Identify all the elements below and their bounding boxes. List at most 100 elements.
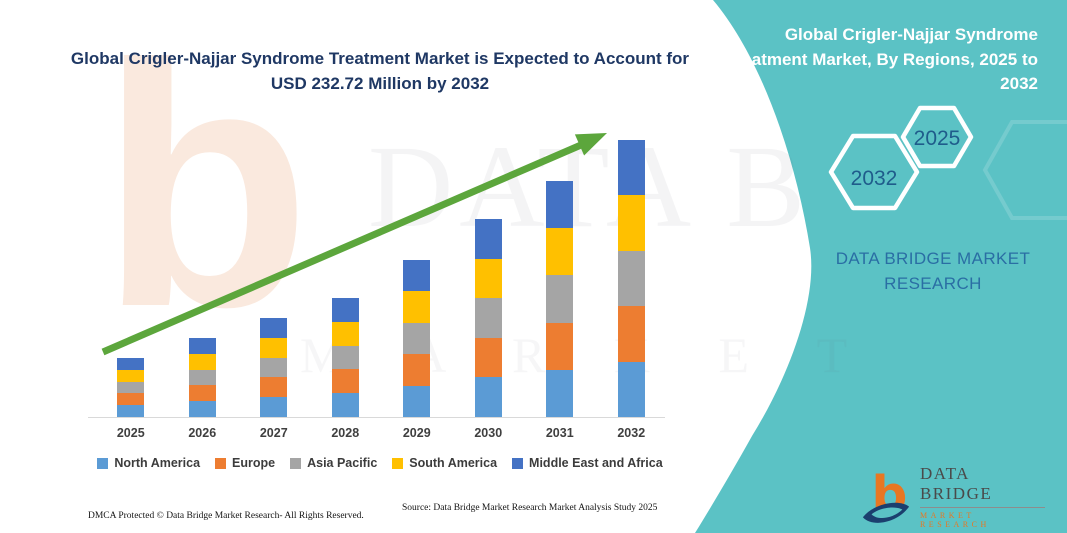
segment-asia-pacific-2030 bbox=[474, 298, 502, 338]
bar-column-2025 bbox=[95, 140, 167, 417]
segment-asia-pacific-2027 bbox=[260, 357, 288, 378]
bar-column-2032 bbox=[596, 140, 668, 417]
segment-north-america-2029 bbox=[403, 385, 431, 417]
x-tick-2032: 2032 bbox=[617, 426, 646, 440]
segment-asia-pacific-2032 bbox=[617, 250, 645, 307]
legend-item-middle-east-and-africa: Middle East and Africa bbox=[512, 456, 663, 470]
legend-swatch-europe bbox=[215, 457, 227, 469]
segment-europe-2028 bbox=[331, 369, 359, 394]
segment-south-america-2028 bbox=[331, 321, 359, 346]
legend-item-south-america: South America bbox=[392, 456, 497, 470]
segment-north-america-2031 bbox=[546, 369, 574, 417]
databridge-logo-icon: b bbox=[862, 466, 910, 523]
stacked-bar-2026 bbox=[188, 338, 216, 417]
segment-asia-pacific-2028 bbox=[331, 345, 359, 370]
segment-middle-east-and-africa-2026 bbox=[188, 338, 216, 354]
x-axis-labels: 2025 2026 2027 2028 2029 2030 2031 2032 bbox=[95, 426, 667, 440]
x-tick-2028: 2028 bbox=[331, 426, 360, 440]
segment-middle-east-and-africa-2030 bbox=[474, 219, 502, 259]
stacked-bar-2032 bbox=[617, 140, 645, 417]
side-panel-title: Global Crigler-Najjar Syndrome Treatment… bbox=[726, 25, 1038, 93]
bar-column-2028 bbox=[310, 140, 382, 417]
legend-swatch-south-america bbox=[392, 457, 404, 469]
legend-item-north-america: North America bbox=[97, 456, 200, 470]
legend-item-asia-pacific: Asia Pacific bbox=[290, 456, 377, 470]
teal-panel-shape bbox=[695, 0, 1067, 533]
segment-north-america-2025 bbox=[117, 405, 145, 417]
x-tick-2030: 2030 bbox=[474, 426, 503, 440]
segment-north-america-2030 bbox=[474, 377, 502, 417]
hexagon-2025-label: 2025 bbox=[914, 127, 961, 150]
segment-europe-2031 bbox=[546, 322, 574, 370]
segment-north-america-2026 bbox=[188, 401, 216, 417]
legend-item-europe: Europe bbox=[215, 456, 275, 470]
stacked-bar-2025 bbox=[117, 358, 145, 417]
chart-main-title: Global Crigler-Najjar Syndrome Treatment… bbox=[70, 49, 690, 93]
segment-north-america-2027 bbox=[260, 397, 288, 417]
segment-south-america-2030 bbox=[474, 258, 502, 299]
segment-middle-east-and-africa-2029 bbox=[403, 260, 431, 292]
footer-source-text: Source: Data Bridge Market Research Mark… bbox=[402, 503, 658, 513]
logo-name: DATA BRIDGE bbox=[919, 464, 1045, 508]
segment-middle-east-and-africa-2025 bbox=[117, 358, 145, 370]
stacked-bar-2027 bbox=[260, 318, 288, 417]
x-tick-2027: 2027 bbox=[259, 426, 288, 440]
segment-south-america-2025 bbox=[117, 369, 145, 382]
segment-europe-2030 bbox=[474, 337, 502, 378]
x-tick-2031: 2031 bbox=[545, 426, 574, 440]
hexagon-2032-label: 2032 bbox=[851, 167, 898, 190]
legend-label-south-america: South America bbox=[409, 456, 498, 470]
bar-column-2031 bbox=[524, 140, 596, 417]
x-tick-2025: 2025 bbox=[116, 426, 145, 440]
segment-europe-2032 bbox=[617, 306, 645, 362]
hexagon-2025 bbox=[900, 105, 974, 169]
segment-europe-2029 bbox=[403, 354, 431, 386]
stacked-bar-2031 bbox=[546, 181, 574, 417]
segment-south-america-2026 bbox=[188, 353, 216, 370]
segment-europe-2027 bbox=[260, 377, 288, 398]
databridge-logo: b DATA BRIDGE MARKET RESEARCH bbox=[860, 464, 1045, 529]
segment-south-america-2031 bbox=[546, 228, 574, 276]
segment-north-america-2032 bbox=[617, 361, 645, 417]
legend-swatch-north-america bbox=[97, 457, 109, 469]
chart-legend: North America Europe Asia Pacific South Ame… bbox=[70, 456, 690, 470]
segment-south-america-2032 bbox=[617, 195, 645, 251]
bars-row bbox=[95, 140, 667, 417]
bar-column-2029 bbox=[381, 140, 453, 417]
segment-europe-2026 bbox=[188, 385, 216, 402]
segment-south-america-2027 bbox=[260, 337, 288, 358]
segment-asia-pacific-2026 bbox=[188, 369, 216, 386]
bar-column-2027 bbox=[238, 140, 310, 417]
segment-middle-east-and-africa-2032 bbox=[617, 140, 645, 196]
legend-swatch-asia-pacific bbox=[290, 457, 302, 469]
stacked-bar-2028 bbox=[331, 298, 359, 417]
x-tick-2026: 2026 bbox=[188, 426, 217, 440]
hexagon-2032 bbox=[828, 133, 920, 211]
bar-column-2030 bbox=[453, 140, 525, 417]
stacked-bar-2030 bbox=[474, 219, 502, 417]
segment-south-america-2029 bbox=[403, 291, 431, 323]
stacked-bar-2029 bbox=[403, 260, 431, 417]
x-tick-2029: 2029 bbox=[402, 426, 431, 440]
legend-swatch-middle-east-and-africa bbox=[512, 457, 524, 469]
logo-tagline: MARKET RESEARCH bbox=[919, 511, 990, 529]
legend-label-north-america: North America bbox=[114, 456, 201, 470]
watermark-hexagon-outline bbox=[982, 120, 1067, 220]
segment-middle-east-and-africa-2031 bbox=[546, 181, 574, 229]
logo-text-block: DATA BRIDGE MARKET RESEARCH bbox=[919, 464, 1045, 529]
segment-asia-pacific-2025 bbox=[117, 381, 145, 394]
legend-label-middle-east-and-africa: Middle East and Africa bbox=[529, 456, 663, 470]
segment-asia-pacific-2031 bbox=[546, 275, 574, 323]
logo-swoosh-cutout bbox=[871, 507, 903, 518]
segment-north-america-2028 bbox=[331, 393, 359, 417]
bar-column-2026 bbox=[167, 140, 239, 417]
segment-middle-east-and-africa-2028 bbox=[331, 298, 359, 322]
legend-label-europe: Europe bbox=[232, 456, 276, 470]
x-axis-line bbox=[88, 417, 665, 418]
footer-dmca-text: DMCA Protected © Data Bridge Market Rese… bbox=[88, 511, 364, 521]
segment-middle-east-and-africa-2027 bbox=[260, 318, 288, 338]
legend-label-asia-pacific: Asia Pacific bbox=[307, 456, 378, 470]
brand-name-text: DATA BRIDGE MARKET RESEARCH bbox=[835, 249, 1031, 293]
segment-europe-2025 bbox=[117, 393, 145, 406]
